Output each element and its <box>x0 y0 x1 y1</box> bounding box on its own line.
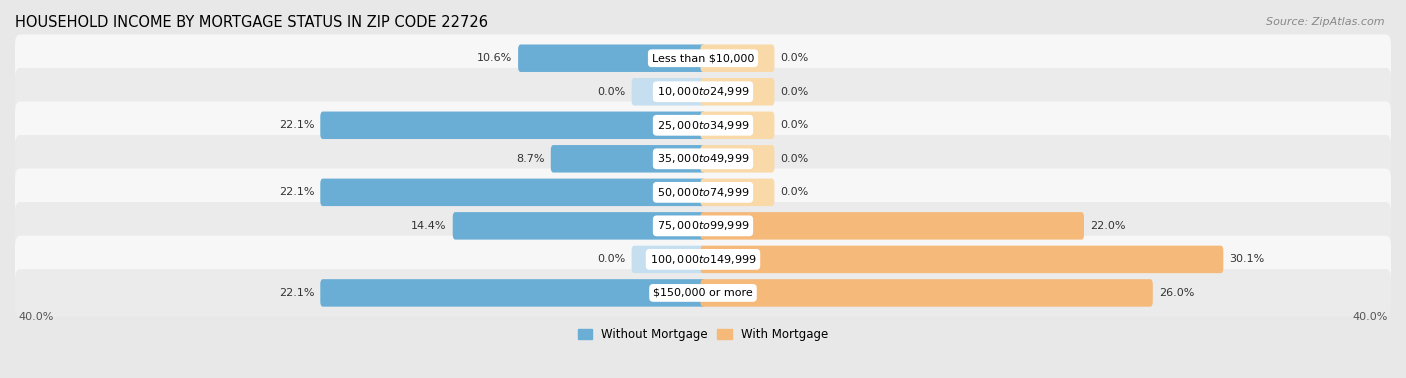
Text: 0.0%: 0.0% <box>780 87 808 97</box>
FancyBboxPatch shape <box>700 212 1084 240</box>
FancyBboxPatch shape <box>631 246 706 273</box>
FancyBboxPatch shape <box>321 112 706 139</box>
Text: 22.1%: 22.1% <box>278 120 315 130</box>
FancyBboxPatch shape <box>551 145 706 172</box>
Text: $10,000 to $24,999: $10,000 to $24,999 <box>657 85 749 98</box>
FancyBboxPatch shape <box>700 112 775 139</box>
FancyBboxPatch shape <box>15 68 1391 116</box>
Text: 14.4%: 14.4% <box>411 221 447 231</box>
Text: $150,000 or more: $150,000 or more <box>654 288 752 298</box>
FancyBboxPatch shape <box>15 34 1391 82</box>
Text: HOUSEHOLD INCOME BY MORTGAGE STATUS IN ZIP CODE 22726: HOUSEHOLD INCOME BY MORTGAGE STATUS IN Z… <box>15 15 488 30</box>
Text: 0.0%: 0.0% <box>780 53 808 63</box>
FancyBboxPatch shape <box>700 78 775 105</box>
Text: 0.0%: 0.0% <box>598 254 626 264</box>
Text: 22.1%: 22.1% <box>278 187 315 197</box>
FancyBboxPatch shape <box>700 145 775 172</box>
FancyBboxPatch shape <box>321 279 706 307</box>
Text: $50,000 to $74,999: $50,000 to $74,999 <box>657 186 749 199</box>
FancyBboxPatch shape <box>700 246 1223 273</box>
Text: 30.1%: 30.1% <box>1229 254 1264 264</box>
FancyBboxPatch shape <box>517 45 706 72</box>
FancyBboxPatch shape <box>700 279 1153 307</box>
FancyBboxPatch shape <box>700 178 775 206</box>
FancyBboxPatch shape <box>700 45 775 72</box>
FancyBboxPatch shape <box>15 235 1391 283</box>
FancyBboxPatch shape <box>453 212 706 240</box>
FancyBboxPatch shape <box>631 78 706 105</box>
Text: 22.1%: 22.1% <box>278 288 315 298</box>
Text: 26.0%: 26.0% <box>1159 288 1194 298</box>
Text: 0.0%: 0.0% <box>598 87 626 97</box>
FancyBboxPatch shape <box>15 135 1391 183</box>
Text: 22.0%: 22.0% <box>1090 221 1125 231</box>
Text: Source: ZipAtlas.com: Source: ZipAtlas.com <box>1267 17 1385 27</box>
Text: 40.0%: 40.0% <box>1353 312 1388 322</box>
FancyBboxPatch shape <box>15 101 1391 149</box>
FancyBboxPatch shape <box>15 269 1391 317</box>
Text: $35,000 to $49,999: $35,000 to $49,999 <box>657 152 749 165</box>
Text: 40.0%: 40.0% <box>18 312 53 322</box>
Text: 0.0%: 0.0% <box>780 154 808 164</box>
Text: Less than $10,000: Less than $10,000 <box>652 53 754 63</box>
Text: 10.6%: 10.6% <box>477 53 512 63</box>
FancyBboxPatch shape <box>321 178 706 206</box>
Text: $75,000 to $99,999: $75,000 to $99,999 <box>657 219 749 232</box>
FancyBboxPatch shape <box>15 202 1391 249</box>
Text: 0.0%: 0.0% <box>780 120 808 130</box>
Text: 8.7%: 8.7% <box>516 154 544 164</box>
Text: 0.0%: 0.0% <box>780 187 808 197</box>
Text: $100,000 to $149,999: $100,000 to $149,999 <box>650 253 756 266</box>
Legend: Without Mortgage, With Mortgage: Without Mortgage, With Mortgage <box>574 323 832 345</box>
FancyBboxPatch shape <box>15 169 1391 216</box>
Text: $25,000 to $34,999: $25,000 to $34,999 <box>657 119 749 132</box>
